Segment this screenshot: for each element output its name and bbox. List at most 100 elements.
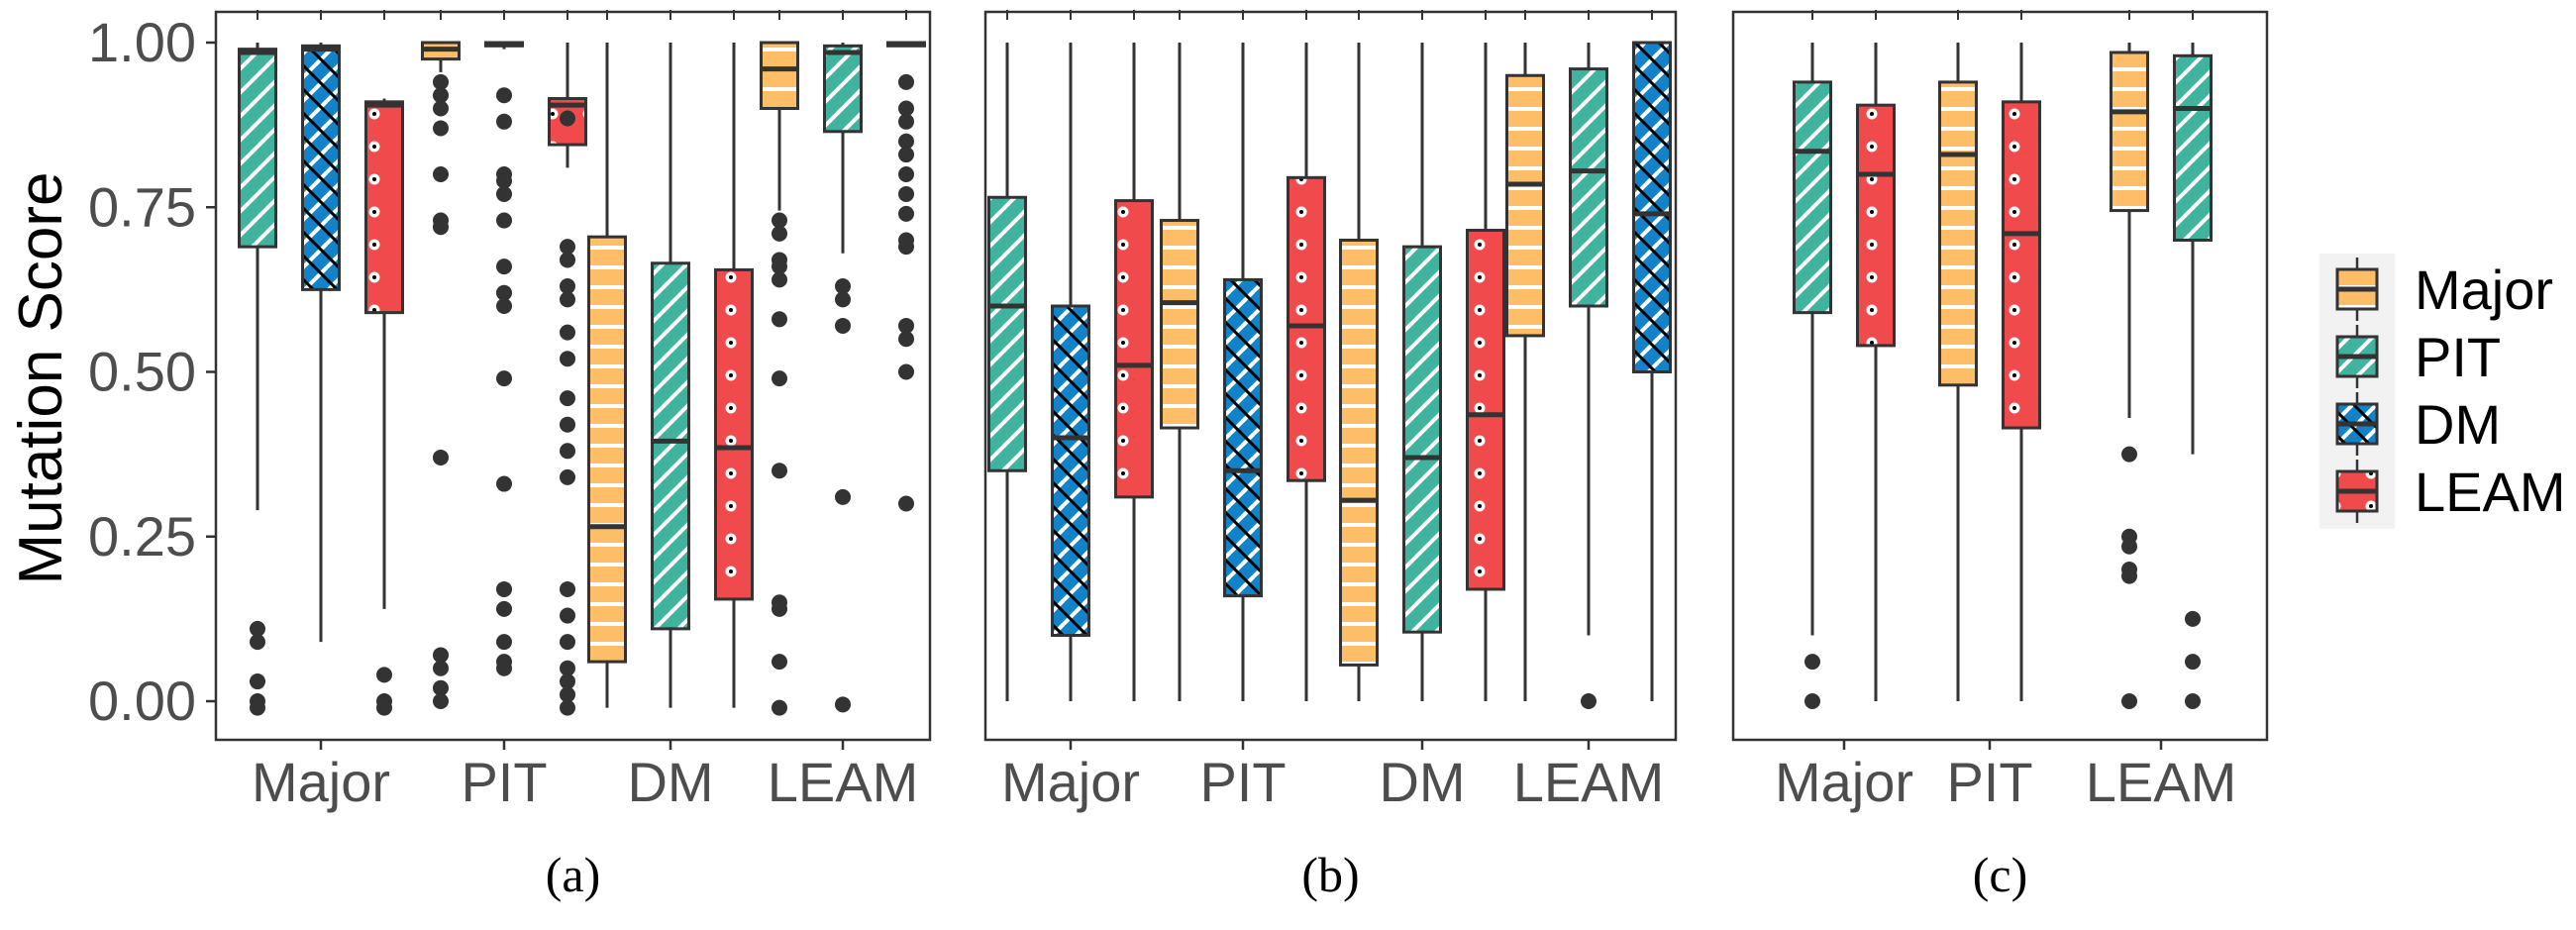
outlier-point <box>496 212 512 229</box>
box-major <box>1160 10 1199 701</box>
outlier-point <box>433 87 449 104</box>
legend-label: DM <box>2415 393 2501 456</box>
group-major: Major <box>1775 10 1913 813</box>
legend-label: LEAM <box>2415 461 2566 523</box>
box-body <box>587 235 627 664</box>
group-leam: LEAM <box>1505 10 1672 813</box>
outlier-point <box>250 673 265 690</box>
outlier-point <box>496 475 512 492</box>
box-major <box>760 10 799 716</box>
outlier-point <box>898 205 914 222</box>
panel-caption: (b) <box>1301 847 1359 902</box>
box-major <box>2110 10 2149 709</box>
y-tick-label: 0.50 <box>88 341 196 403</box>
y-tick-label: 1.00 <box>88 11 196 73</box>
box-body <box>1160 219 1199 430</box>
outlier-point <box>433 693 449 709</box>
outlier-point <box>835 278 851 295</box>
outlier-point <box>1804 654 1820 671</box>
outlier-point <box>898 133 914 150</box>
outlier-point <box>433 647 449 664</box>
panel--c-: Major PIT LEAM (c) <box>1731 10 2269 902</box>
panel--b-: Major PIT DM LEAM (b) <box>983 10 1678 902</box>
box-body <box>1505 73 1545 338</box>
legend-entry-dm: DM <box>2335 392 2501 456</box>
outlier-point <box>772 271 787 288</box>
legend-label: Major <box>2415 258 2553 321</box>
panels: 0.00 0.25 0.50 0.75 1.00 Major PIT DM LEAM (a) Maj… <box>88 10 2269 902</box>
outlier-point <box>898 113 914 130</box>
box-body <box>987 195 1027 472</box>
outlier-point <box>250 699 265 716</box>
x-tick-label: PIT <box>1199 751 1286 813</box>
outlier-point <box>560 252 575 268</box>
box-pit <box>238 10 277 716</box>
outlier-point <box>835 696 851 713</box>
outlier-point <box>898 331 914 348</box>
outlier-point <box>433 660 449 676</box>
outlier-point <box>2185 693 2201 709</box>
box-major <box>1339 10 1379 701</box>
panel--a-: 0.00 0.25 0.50 0.75 1.00 Major PIT DM LEAM (a) <box>88 10 932 902</box>
y-tick-label: 0.25 <box>88 505 196 568</box>
box-body <box>651 261 690 631</box>
outlier-point <box>772 311 787 328</box>
outlier-point <box>898 495 914 512</box>
outlier-point <box>2121 446 2137 463</box>
outlier-point <box>560 634 575 651</box>
panel-frame <box>214 10 932 742</box>
outlier-point <box>2121 568 2137 584</box>
box-major <box>1505 10 1545 701</box>
outlier-point <box>560 468 575 485</box>
box-leam <box>548 10 587 716</box>
outlier-point <box>2185 610 2201 627</box>
outlier-point <box>496 185 512 202</box>
outlier-point <box>496 87 512 104</box>
group-major: Major <box>987 10 1154 813</box>
box-dm <box>301 10 341 643</box>
box-pit <box>651 10 690 708</box>
box-body <box>1569 67 1608 308</box>
outlier-point <box>560 443 575 460</box>
legend-entry-major: Major <box>2335 258 2553 321</box>
outlier-point <box>835 291 851 308</box>
box-body <box>2110 51 2149 213</box>
x-tick-label: PIT <box>1946 751 2032 813</box>
box-leam <box>1114 10 1154 701</box>
outlier-point <box>496 370 512 387</box>
outlier-point <box>560 110 575 127</box>
box-body <box>1938 80 1978 387</box>
outlier-point <box>1804 693 1820 709</box>
outlier-point <box>898 147 914 163</box>
panel-frame <box>1731 10 2269 742</box>
outlier-point <box>433 73 449 90</box>
panel-frame <box>983 10 1678 742</box>
box-pit <box>823 10 863 713</box>
outlier-point <box>898 317 914 334</box>
group-leam: LEAM <box>760 10 926 813</box>
box-body <box>1287 175 1326 482</box>
outlier-point <box>496 600 512 617</box>
legend-entry-leam: LEAM <box>2335 460 2566 523</box>
outlier-point <box>835 488 851 505</box>
box-major <box>587 10 627 708</box>
outlier-point <box>772 258 787 275</box>
legend-label: PIT <box>2415 326 2501 388</box>
group-major: Major <box>238 10 404 813</box>
box-body <box>2173 53 2213 242</box>
box-dm <box>1223 10 1263 701</box>
outlier-point <box>250 620 265 637</box>
box-leam <box>1287 10 1326 701</box>
panel-caption: (c) <box>1973 847 2028 902</box>
x-tick-label: DM <box>1379 751 1465 813</box>
outlier-point <box>560 390 575 407</box>
outlier-point <box>898 166 914 182</box>
box-leam <box>714 10 754 708</box>
x-tick-label: Major <box>1775 751 1913 813</box>
outlier-point <box>898 363 914 380</box>
outlier-point <box>772 463 787 479</box>
box-dm <box>1632 10 1672 701</box>
box-pit <box>484 10 524 676</box>
